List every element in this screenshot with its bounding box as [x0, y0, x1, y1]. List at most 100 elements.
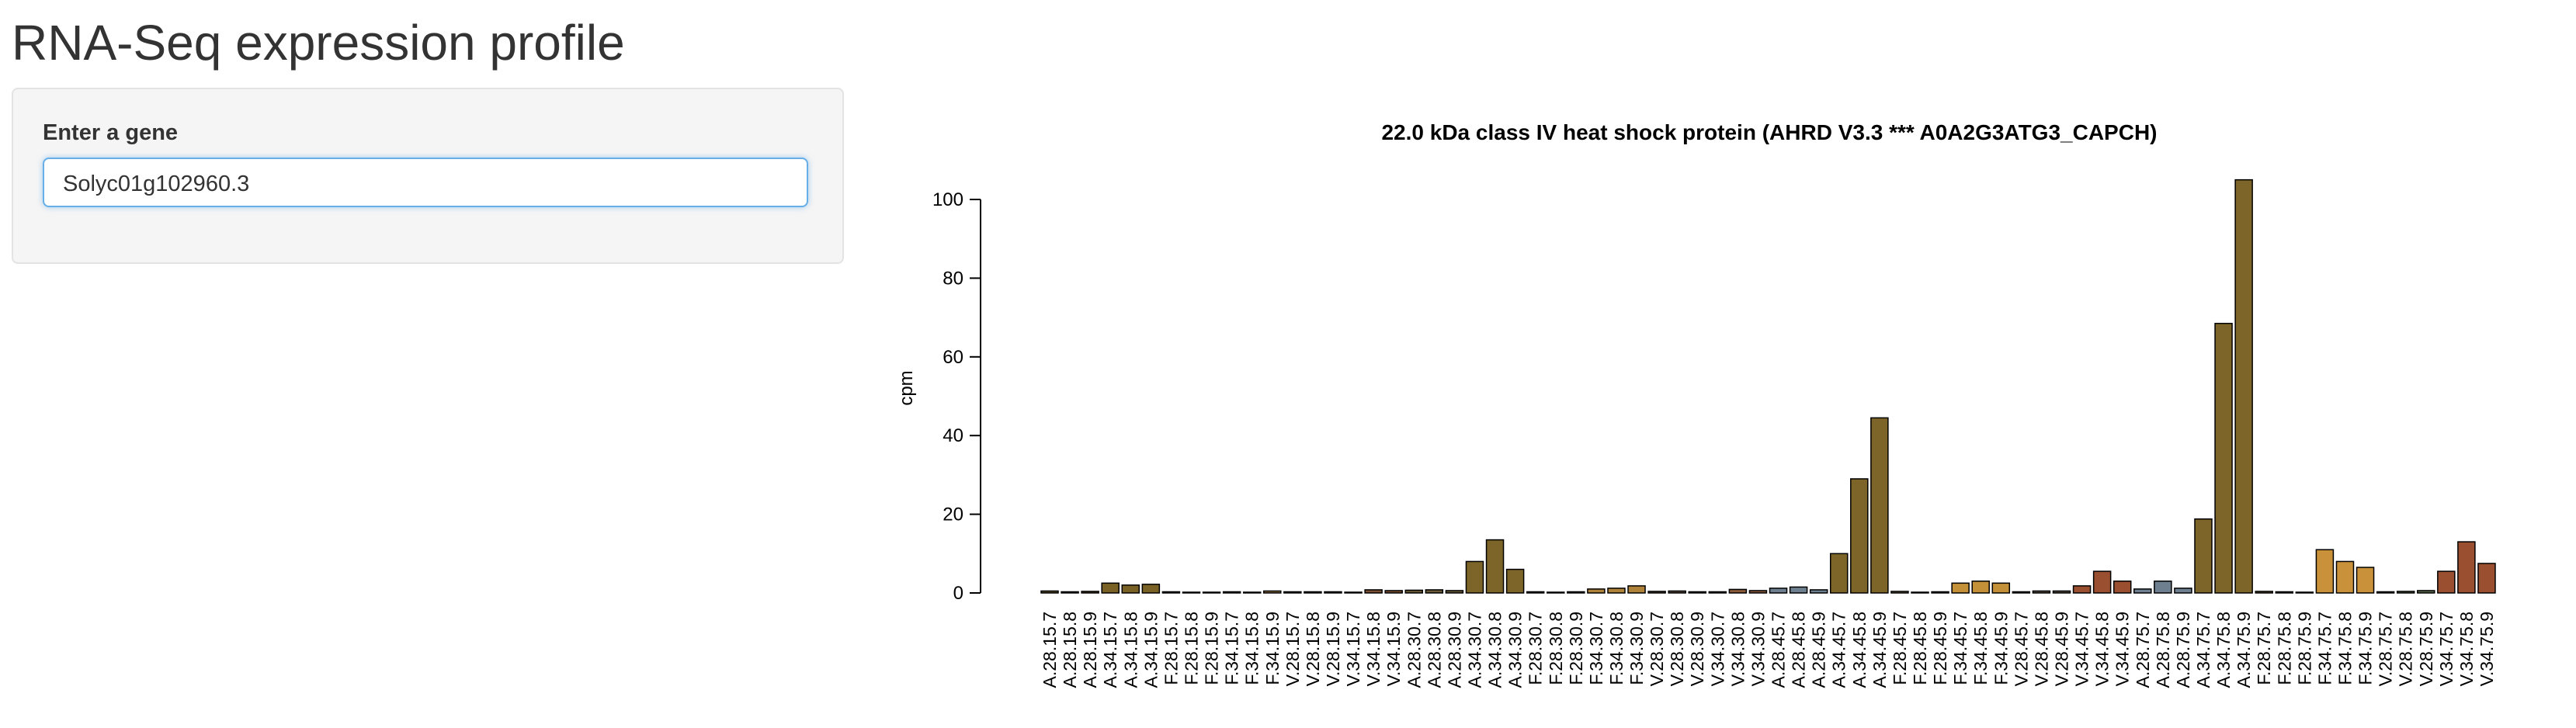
x-tick-label: A.34.75.8: [2213, 612, 2234, 688]
x-tick-label: A.34.15.9: [1140, 612, 1161, 688]
bar: [1485, 539, 1505, 594]
bar: [1627, 585, 1646, 594]
y-tick-label: 80: [943, 268, 963, 289]
input-label: Enter a gene: [43, 120, 179, 145]
x-tick-label: F.34.45.9: [1991, 612, 2011, 685]
x-tick-label: F.28.15.8: [1181, 612, 1201, 685]
x-tick-label: F.34.75.7: [2314, 612, 2335, 685]
bar: [1040, 590, 1059, 594]
bar: [1991, 582, 2011, 594]
x-tick-label: V.34.15.9: [1383, 612, 1404, 686]
x-tick-label: F.34.30.9: [1626, 612, 1647, 685]
x-tick-label: A.28.30.9: [1444, 612, 1464, 688]
bar: [1222, 591, 1241, 594]
x-tick-label: V.28.45.8: [2031, 612, 2051, 686]
x-tick-label: F.34.45.8: [1970, 612, 1991, 685]
chart-title: 22.0 kDa class IV heat shock protein (AH…: [1381, 120, 2157, 144]
bar: [1202, 591, 1221, 594]
x-tick-label: A.34.30.8: [1485, 612, 1505, 688]
x-tick-label: V.34.15.8: [1363, 612, 1383, 686]
bar: [1283, 591, 1302, 594]
bar: [2417, 590, 2435, 594]
x-tick-label: V.28.45.9: [2052, 612, 2072, 686]
x-tick-label: A.34.45.9: [1870, 612, 1890, 688]
bar: [1364, 589, 1383, 594]
bar: [2255, 591, 2273, 594]
x-tick-label: A.28.75.7: [2133, 612, 2153, 688]
bar: [1465, 560, 1484, 594]
bar: [2295, 591, 2314, 594]
x-tick-label: A.34.45.7: [1829, 612, 1849, 688]
x-tick-label: F.34.30.7: [1586, 612, 1606, 685]
y-tick-label: 40: [943, 425, 963, 446]
bar: [1829, 553, 1849, 594]
bar: [2012, 591, 2031, 594]
x-tick-label: A.28.45.7: [1769, 612, 1789, 688]
bar: [2113, 581, 2132, 594]
x-tick-label: V.34.30.8: [1727, 612, 1748, 686]
x-tick-label: F.34.15.7: [1222, 612, 1242, 685]
x-tick-label: F.28.45.8: [1910, 612, 1930, 685]
x-tick-label: V.28.45.7: [2011, 612, 2031, 686]
x-tick-label: A.34.30.9: [1505, 612, 1526, 688]
x-tick-label: V.28.30.9: [1687, 612, 1707, 686]
x-tick-label: V.34.75.8: [2456, 612, 2477, 686]
x-tick-label: A.28.15.7: [1040, 612, 1060, 688]
x-tick-label: F.28.45.9: [1930, 612, 1950, 685]
bar: [1728, 588, 1748, 594]
bar: [1708, 591, 1727, 594]
bar: [1445, 590, 1464, 594]
bar: [1850, 478, 1869, 594]
x-tick-label: A.28.15.9: [1080, 612, 1100, 688]
bar: [2092, 570, 2112, 594]
bar: [1425, 589, 1444, 594]
bar: [1688, 591, 1706, 594]
gene-input[interactable]: Solyc01g102960.3: [43, 158, 808, 207]
bar: [2376, 591, 2395, 594]
x-tick-label: F.28.75.9: [2294, 612, 2314, 685]
bar: [1971, 581, 1990, 594]
x-tick-label: F.34.45.7: [1950, 612, 1970, 685]
x-tick-label: F.28.75.8: [2274, 612, 2294, 685]
bar: [2396, 591, 2415, 594]
y-tick-label: 100: [932, 189, 963, 210]
bar: [2194, 518, 2213, 594]
bar: [1081, 591, 1099, 594]
x-tick-label: A.34.30.7: [1464, 612, 1484, 688]
x-tick-label: V.34.30.7: [1707, 612, 1727, 686]
bar: [1890, 591, 1909, 594]
bar: [1911, 591, 1929, 594]
x-tick-label: A.28.75.9: [2173, 612, 2193, 688]
bar: [1404, 589, 1424, 594]
bar: [1567, 591, 1585, 594]
x-tick-label: F.34.15.8: [1242, 612, 1262, 685]
x-tick-label: F.28.15.9: [1202, 612, 1222, 685]
bar: [1324, 591, 1342, 594]
bar: [1141, 584, 1161, 594]
bar: [1242, 591, 1262, 594]
x-tick-label: A.34.75.7: [2193, 612, 2213, 688]
x-tick-label: V.28.75.8: [2396, 612, 2416, 686]
bar: [1769, 588, 1788, 594]
bar: [1121, 584, 1140, 594]
input-panel: Enter a gene Solyc01g102960.3: [12, 88, 844, 264]
bar: [2457, 541, 2476, 594]
x-tick-label: F.28.30.9: [1566, 612, 1586, 685]
bar: [2356, 567, 2375, 594]
x-tick-label: F.34.30.8: [1606, 612, 1626, 685]
y-tick-label: 60: [943, 347, 963, 368]
x-tick-label: A.28.15.8: [1060, 612, 1080, 688]
bar: [1384, 590, 1403, 594]
x-tick-label: V.28.75.9: [2416, 612, 2436, 686]
x-tick-label: F.34.75.8: [2335, 612, 2355, 685]
bar: [1526, 591, 1545, 594]
x-tick-label: V.34.75.9: [2477, 612, 2497, 686]
x-tick-label: F.34.15.9: [1262, 612, 1283, 685]
x-tick-label: F.34.75.9: [2356, 612, 2376, 685]
x-tick-label: F.28.45.7: [1890, 612, 1910, 685]
x-tick-label: V.34.75.7: [2436, 612, 2456, 686]
bar: [2133, 588, 2152, 594]
bar: [1951, 582, 1970, 594]
